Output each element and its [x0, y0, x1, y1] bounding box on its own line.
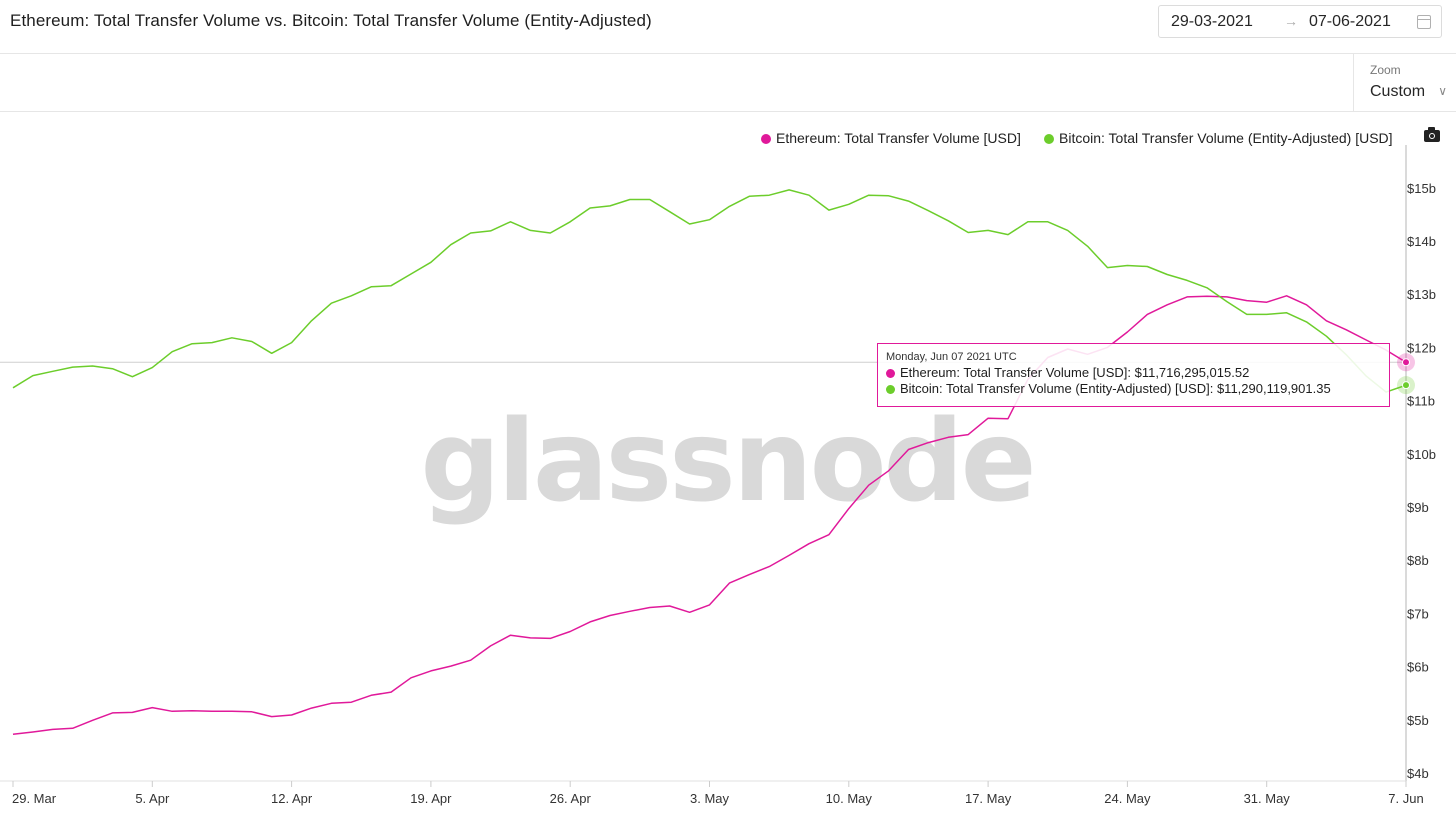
- tooltip-row-ethereum: Ethereum: Total Transfer Volume [USD]: $…: [886, 365, 1381, 381]
- legend-dot: [761, 134, 771, 144]
- x-tick-label: 5. Apr: [135, 791, 170, 806]
- chevron-down-icon[interactable]: ∨: [1438, 84, 1447, 98]
- tooltip-value: $11,716,295,015.52: [1134, 365, 1250, 380]
- x-tick-label: 19. Apr: [410, 791, 452, 806]
- tooltip-dot: [886, 369, 895, 378]
- x-tick-label: 3. May: [690, 791, 730, 806]
- date-range-picker[interactable]: 29-03-2021 → 07-06-2021: [1158, 5, 1442, 38]
- legend-dot: [1044, 134, 1054, 144]
- x-tick-label: 24. May: [1104, 791, 1151, 806]
- y-tick-label: $10b: [1407, 447, 1436, 462]
- y-tick-label: $13b: [1407, 287, 1436, 302]
- x-tick-label: 31. May: [1244, 791, 1291, 806]
- camera-icon[interactable]: [1424, 127, 1440, 142]
- tooltip-date: Monday, Jun 07 2021 UTC: [886, 351, 1017, 363]
- watermark: glassnode: [420, 397, 1033, 527]
- date-to-input[interactable]: 07-06-2021: [1309, 13, 1391, 30]
- chart-tooltip: Monday, Jun 07 2021 UTC Ethereum: Total …: [877, 343, 1390, 407]
- x-tick-label: 26. Apr: [550, 791, 592, 806]
- zoom-select[interactable]: Zoom Custom ∨: [1353, 54, 1456, 111]
- legend-label: Bitcoin: Total Transfer Volume (Entity-A…: [1059, 130, 1393, 146]
- date-from-input[interactable]: 29-03-2021: [1171, 13, 1253, 30]
- y-tick-label: $7b: [1407, 606, 1429, 621]
- x-tick-label: 29. Mar: [12, 791, 57, 806]
- chart-title: Ethereum: Total Transfer Volume vs. Bitc…: [10, 11, 652, 30]
- x-tick-label: 7. Jun: [1388, 791, 1423, 806]
- ethereum-line[interactable]: [12, 295, 1407, 735]
- y-tick-label: $9b: [1407, 500, 1429, 515]
- tooltip-dot: [886, 385, 895, 394]
- y-tick-label: $8b: [1407, 553, 1429, 568]
- legend-item-ethereum[interactable]: Ethereum: Total Transfer Volume [USD]: [761, 130, 1021, 146]
- y-tick-label: $11b: [1407, 394, 1435, 409]
- x-tick-label: 10. May: [826, 791, 873, 806]
- tooltip-label: Bitcoin: Total Transfer Volume (Entity-A…: [900, 381, 1217, 396]
- legend-item-bitcoin[interactable]: Bitcoin: Total Transfer Volume (Entity-A…: [1044, 130, 1393, 146]
- x-tick-label: 12. Apr: [271, 791, 313, 806]
- divider: [0, 53, 1456, 54]
- legend-label: Ethereum: Total Transfer Volume [USD]: [776, 130, 1021, 146]
- tooltip-value: $11,290,119,901.35: [1216, 381, 1331, 396]
- y-tick-label: $15b: [1407, 181, 1436, 196]
- y-tick-label: $14b: [1407, 234, 1436, 249]
- x-tick-label: 17. May: [965, 791, 1012, 806]
- y-tick-label: $12b: [1407, 340, 1436, 355]
- zoom-label: Zoom: [1370, 63, 1401, 77]
- y-tick-label: $6b: [1407, 660, 1429, 675]
- zoom-value[interactable]: Custom: [1370, 83, 1426, 100]
- y-tick-label: $4b: [1407, 766, 1429, 781]
- bitcoin-line[interactable]: [12, 189, 1407, 393]
- ethereum-marker: [1402, 358, 1410, 367]
- tooltip-label: Ethereum: Total Transfer Volume [USD]:: [900, 365, 1135, 380]
- calendar-icon[interactable]: [1417, 15, 1431, 29]
- divider: [0, 111, 1456, 112]
- arrow-right-icon: →: [1284, 13, 1298, 29]
- tooltip-row-bitcoin: Bitcoin: Total Transfer Volume (Entity-A…: [886, 381, 1381, 397]
- y-tick-label: $5b: [1407, 713, 1429, 728]
- bitcoin-marker: [1402, 381, 1410, 390]
